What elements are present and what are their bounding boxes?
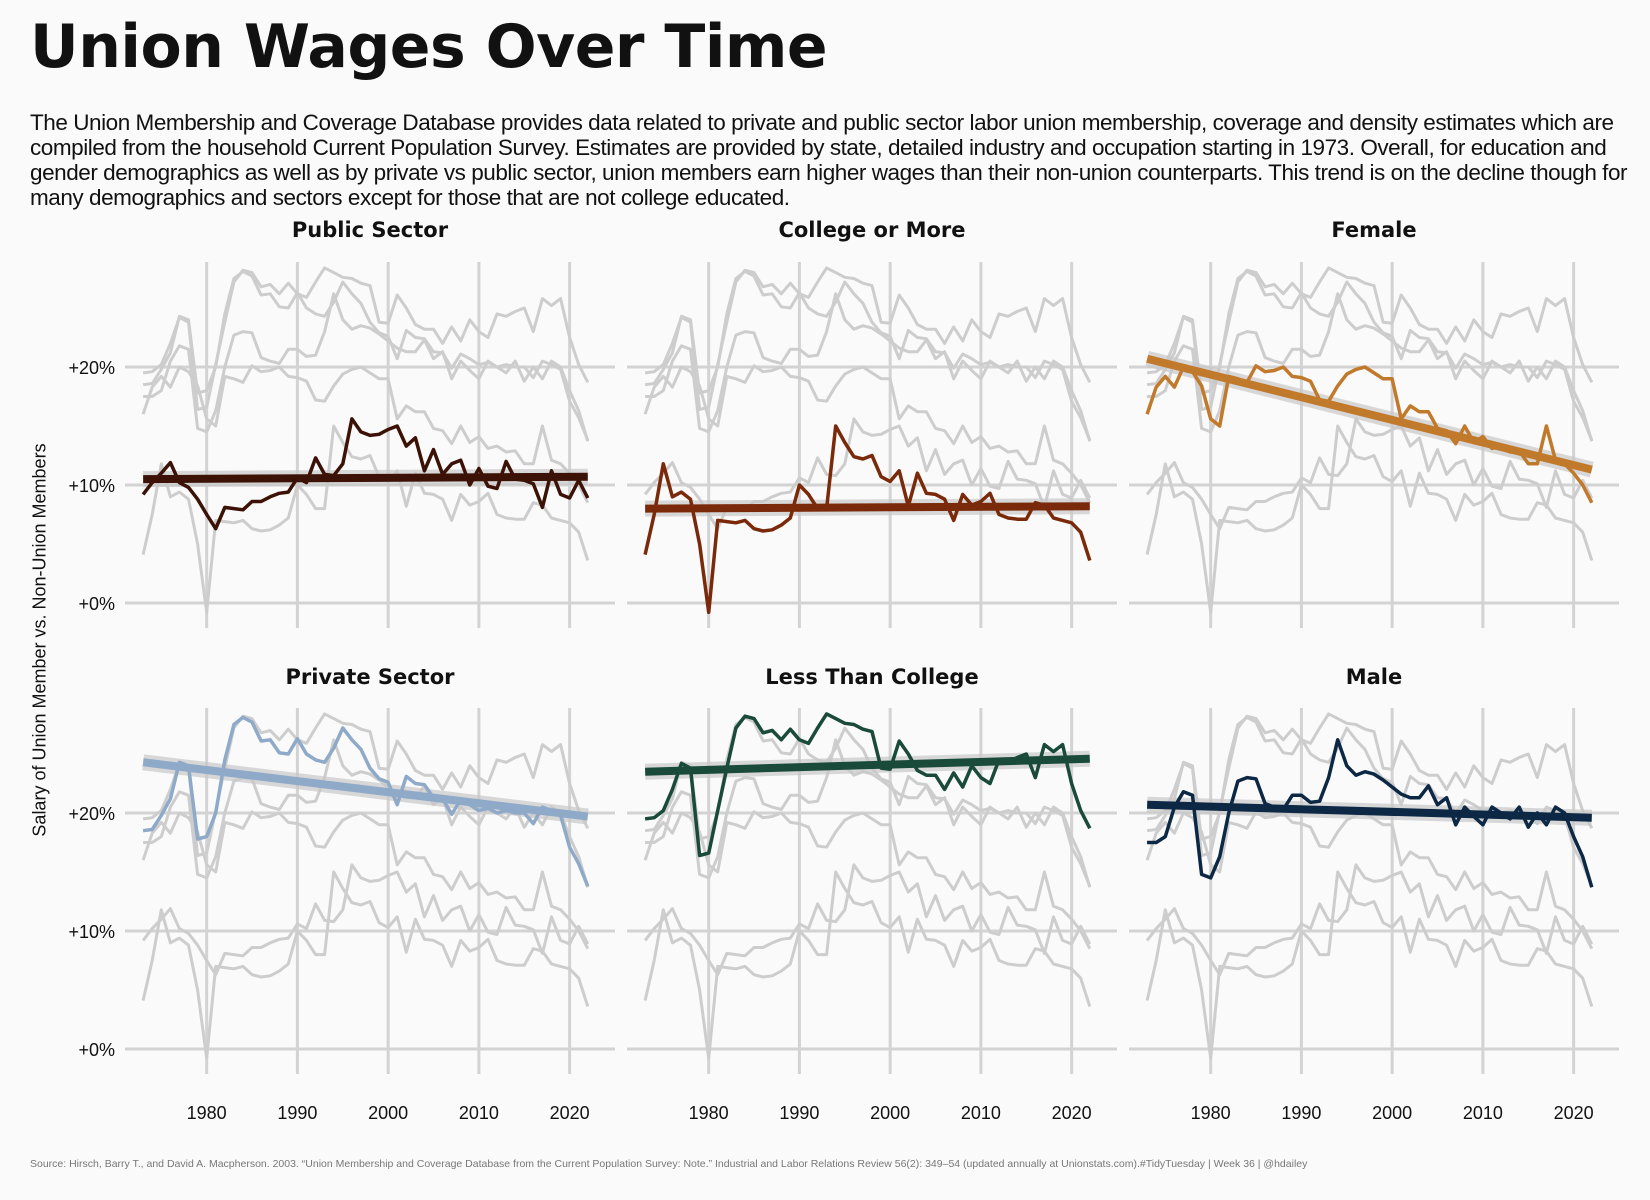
context-line-private-sector xyxy=(644,269,1092,441)
series-line-female xyxy=(1145,364,1594,504)
context-line-less-than-college xyxy=(142,266,590,411)
x-tick-label: 1990 xyxy=(779,1103,819,1123)
y-tick-label: +0% xyxy=(78,1040,115,1060)
x-tick-label: 2000 xyxy=(870,1103,910,1123)
y-tick-label: +10% xyxy=(68,476,115,496)
y-tick-label: +20% xyxy=(68,804,115,824)
facet-title-college-or-more: College or More xyxy=(778,218,965,242)
context-line-college-or-more xyxy=(141,870,590,1060)
x-tick-label: 2000 xyxy=(1372,1103,1412,1123)
context-line-college-or-more xyxy=(1145,870,1594,1060)
chart-subtitle: The Union Membership and Coverage Databa… xyxy=(30,110,1628,210)
y-tick-label: +10% xyxy=(68,922,115,942)
facet-female: Female xyxy=(1129,218,1619,628)
x-tick-label: 2000 xyxy=(368,1103,408,1123)
x-tick-label: 1980 xyxy=(1191,1103,1231,1123)
y-tick-label: +0% xyxy=(78,594,115,614)
context-line-public-sector xyxy=(1145,863,1594,977)
context-line-public-sector xyxy=(643,417,1092,531)
trend-line-male xyxy=(1147,800,1592,822)
facet-private-sector: Private Sector +0% +10% +20% 1980 1990 2000 201… xyxy=(68,665,615,1123)
context-line-college-or-more xyxy=(141,424,590,614)
trend-line-college-or-more xyxy=(645,502,1090,513)
x-tick-label: 1990 xyxy=(1281,1103,1321,1123)
facet-male: Male 1980 1990 2000 2010 2020 xyxy=(1129,665,1619,1123)
x-tick-label: 2010 xyxy=(459,1103,499,1123)
x-tick-label: 1980 xyxy=(187,1103,227,1123)
x-tick-label: 2020 xyxy=(1554,1103,1594,1123)
context-line-female xyxy=(643,364,1092,504)
context-line-private-sector xyxy=(142,269,590,441)
facet-title-private-sector: Private Sector xyxy=(285,665,455,689)
context-line-less-than-college xyxy=(1146,266,1594,411)
x-tick-label: 2020 xyxy=(1052,1103,1092,1123)
series-line-male xyxy=(1147,738,1594,888)
facet-title-male: Male xyxy=(1346,665,1403,689)
chart-title: Union Wages Over Time xyxy=(30,12,828,82)
x-tick-label: 1980 xyxy=(689,1103,729,1123)
context-line-male xyxy=(645,292,1092,442)
series-line-private-sector xyxy=(142,715,590,887)
facet-college-or-more: College or More xyxy=(627,218,1117,628)
context-line-public-sector xyxy=(1145,417,1594,531)
context-line-college-or-more xyxy=(1145,424,1594,614)
context-line-female xyxy=(141,810,590,950)
trend-line-private-sector xyxy=(142,758,589,821)
context-line-male xyxy=(143,292,590,442)
series-line-college-or-more xyxy=(643,424,1092,615)
context-line-female xyxy=(141,364,590,504)
facet-less-than-college: Less Than College 1980 1990 2000 2010 2020 xyxy=(627,665,1117,1123)
x-tick-label: 2010 xyxy=(1463,1103,1503,1123)
context-line-female xyxy=(643,810,1092,950)
context-line-male xyxy=(1147,292,1594,442)
context-line-less-than-college xyxy=(1146,712,1594,857)
context-line-public-sector xyxy=(141,863,590,977)
source-caption: Source: Hirsch, Barry T., and David A. M… xyxy=(30,1158,1308,1170)
x-tick-label: 2010 xyxy=(961,1103,1001,1123)
context-line-college-or-more xyxy=(643,870,1092,1060)
x-tick-label: 2020 xyxy=(550,1103,590,1123)
context-line-public-sector xyxy=(643,863,1092,977)
series-line-public-sector xyxy=(141,417,590,531)
series-line-less-than-college xyxy=(644,712,1092,858)
x-tick-label: 1990 xyxy=(277,1103,317,1123)
facet-title-public-sector: Public Sector xyxy=(292,218,449,242)
context-line-private-sector xyxy=(644,715,1092,887)
context-line-less-than-college xyxy=(644,266,1092,411)
facet-title-female: Female xyxy=(1331,218,1416,242)
facet-public-sector: Public Sector +0% +10% +20% xyxy=(68,218,615,628)
facet-title-less-than-college: Less Than College xyxy=(765,665,978,689)
y-tick-label: +20% xyxy=(68,358,115,378)
trend-line-less-than-college xyxy=(645,754,1090,776)
